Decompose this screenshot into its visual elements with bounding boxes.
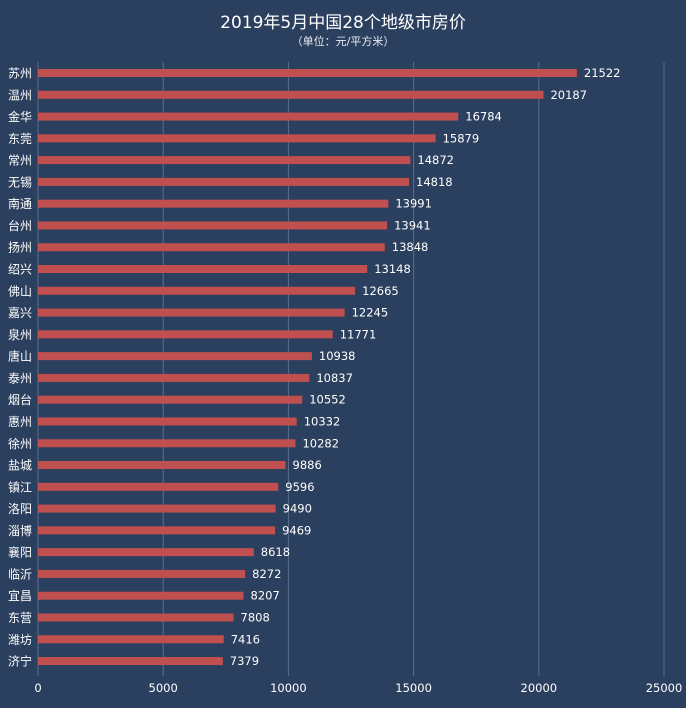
value-label: 20187 [550,88,587,102]
category-label: 徐州 [8,436,32,451]
category-label: 温州 [8,88,32,102]
category-label: 泉州 [8,328,32,342]
value-label: 13148 [374,262,411,276]
category-label: 扬州 [8,240,32,255]
bar [38,177,410,186]
x-tick-label: 5000 [149,681,178,695]
value-label: 15879 [443,131,480,145]
category-label: 临沂 [8,567,32,581]
bar [38,221,388,230]
bar [38,569,246,578]
bar [38,417,297,426]
value-label: 9490 [283,502,312,516]
value-label: 9596 [285,480,314,494]
category-label: 镇江 [8,480,32,494]
value-label: 9886 [293,458,322,472]
value-label: 10552 [309,393,346,407]
value-label: 10282 [302,436,339,450]
value-label: 13991 [395,197,432,211]
bar [38,134,436,143]
bar [38,548,254,557]
bar [38,526,276,535]
bar [38,286,356,295]
bar [38,265,368,274]
category-label: 唐山 [8,349,32,364]
value-label: 8618 [261,545,290,559]
value-label: 9469 [282,523,311,537]
value-label: 21522 [584,66,621,80]
x-tick-label: 10000 [270,681,307,695]
x-tick-label: 25000 [646,681,683,695]
category-label: 泰州 [8,371,32,385]
category-label: 潍坊 [8,632,32,647]
category-label: 襄阳 [8,545,32,560]
value-label: 14872 [417,153,454,167]
bar [38,199,389,208]
category-label: 佛山 [8,284,32,298]
bar [38,591,244,600]
value-label: 10837 [316,371,353,385]
value-label: 12245 [352,306,389,320]
x-tick-label: 0 [34,681,41,695]
x-tick-label: 20000 [521,681,558,695]
category-label: 济宁 [8,654,32,669]
category-label: 苏州 [8,67,32,81]
bar [38,635,224,644]
value-label: 7808 [241,611,270,625]
value-label: 11771 [340,327,377,341]
value-label: 13848 [392,240,429,254]
chart-title: 2019年5月中国28个地级市房价 [220,13,466,33]
bar [38,330,333,339]
bar [38,395,303,404]
bar [38,482,279,491]
bar [38,504,276,513]
category-label: 绍兴 [8,263,32,277]
category-label: 烟台 [8,392,32,407]
bar [38,69,577,77]
category-label: 惠州 [8,415,32,429]
bar [38,352,312,361]
value-label: 14818 [416,175,453,189]
value-label: 13941 [394,218,431,232]
bar [38,112,459,121]
bar [38,657,223,666]
category-label: 东莞 [8,132,32,146]
value-label: 7379 [230,654,259,668]
bar [38,373,310,382]
chart-subtitle: （单位：元/平方米） [291,35,395,48]
value-label: 10332 [304,414,341,428]
bar [38,439,296,448]
category-label: 东营 [8,611,32,625]
category-label: 洛阳 [8,501,32,516]
category-label: 金华 [8,109,32,124]
category-label: 淄博 [8,523,32,538]
bar [38,461,286,470]
value-label: 12665 [362,284,399,298]
x-tick-label: 15000 [395,681,432,695]
value-label: 16784 [465,110,502,124]
value-label: 7416 [231,632,260,646]
bar [38,308,345,317]
bar [38,90,544,99]
category-label: 无锡 [8,174,32,189]
category-label: 常州 [8,154,32,168]
category-label: 台州 [8,218,32,233]
bar [38,613,234,622]
value-label: 8272 [252,567,281,581]
bar [38,243,385,252]
bar [38,156,411,165]
category-label: 南通 [8,196,32,211]
category-label: 盐城 [8,459,32,473]
value-label: 10938 [319,349,356,363]
category-label: 宜昌 [8,588,32,603]
value-label: 8207 [251,589,280,603]
category-label: 嘉兴 [8,306,32,320]
